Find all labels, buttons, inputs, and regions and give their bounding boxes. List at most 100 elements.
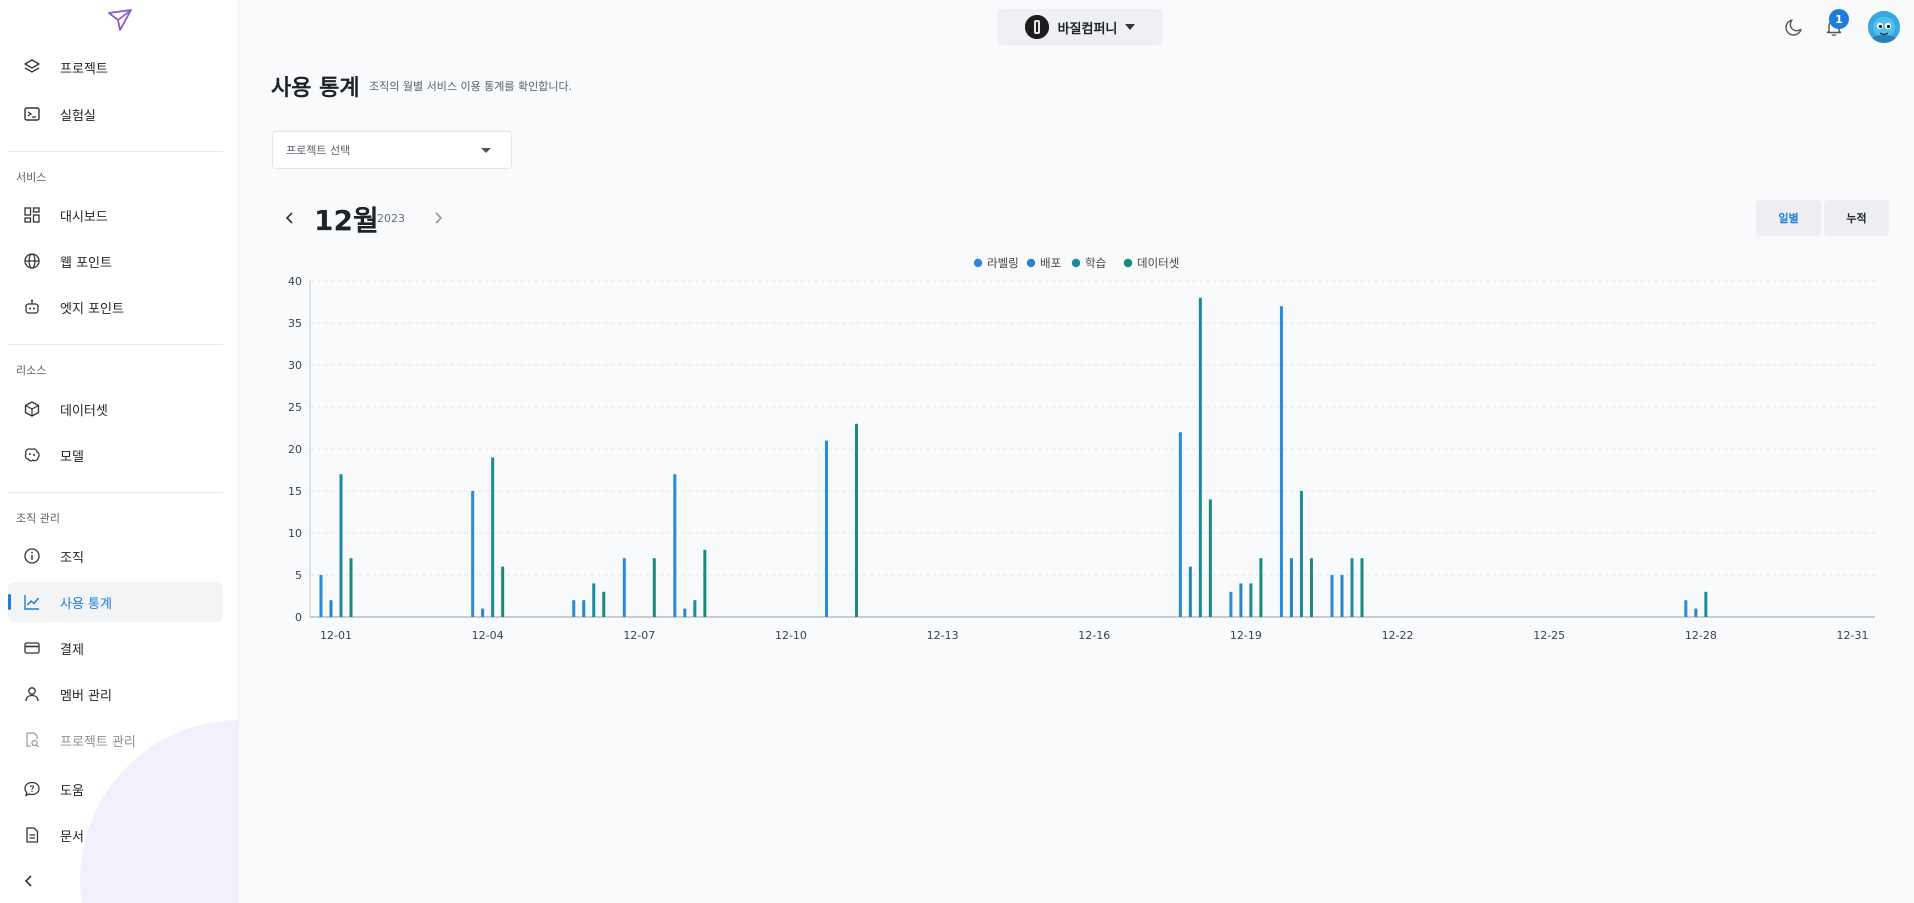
robot-icon [22, 297, 42, 317]
bar [1299, 491, 1303, 617]
x-tick-label: 12-25 [1533, 629, 1565, 642]
page-title: 사용 통계 [271, 76, 360, 101]
section-title-resource: 리소스 [16, 364, 47, 377]
sidebar-item-label: 사용 통계 [60, 596, 112, 612]
org-avatar [1024, 15, 1049, 39]
sidebar-item-docs[interactable]: 문서 [8, 815, 223, 855]
x-tick-label: 12-10 [775, 629, 807, 642]
bar [592, 583, 596, 617]
project-select-placeholder: 프로젝트 선택 [286, 144, 351, 157]
bar [582, 600, 586, 617]
x-tick-label: 12-31 [1837, 629, 1869, 642]
sidebar-item-organization[interactable]: 조직 [8, 536, 223, 576]
usage-bar-chart: 0 5 10 15 20 25 30 35 40 12-01 12-04 12-07 12-10 12-1… [288, 256, 1875, 642]
bar [481, 608, 485, 617]
chevron-left-icon [285, 212, 293, 224]
y-tick-label: 10 [288, 527, 302, 540]
bar [693, 600, 697, 617]
y-tick-label: 20 [288, 443, 302, 456]
prev-month-button[interactable] [281, 206, 299, 230]
y-tick-label: 0 [295, 611, 302, 624]
sidebar-divider [8, 151, 223, 152]
x-tick-label: 12-28 [1685, 629, 1717, 642]
info-icon [22, 546, 42, 566]
legend-marker [1071, 258, 1081, 268]
next-month-button[interactable] [429, 206, 447, 230]
bar [1239, 583, 1243, 617]
current-year: 2023 [377, 212, 405, 225]
sidebar-item-label: 웹 포인트 [60, 255, 112, 271]
y-tick-label: 40 [288, 275, 302, 288]
sidebar-item-label: 도움 [60, 783, 84, 799]
bar [1249, 583, 1253, 617]
bar [1289, 558, 1293, 617]
sidebar-item-usage-stats[interactable]: 사용 통계 [8, 582, 223, 622]
bar [673, 474, 677, 617]
bar [1198, 297, 1202, 617]
y-tick-label: 25 [288, 401, 302, 414]
globe-icon [22, 251, 42, 271]
sidebar-item-projects[interactable]: 프로젝트 [8, 47, 223, 87]
sidebar-item-label: 대시보드 [60, 209, 108, 225]
sidebar-item-dataset[interactable]: 데이터셋 [8, 389, 223, 429]
bar [1694, 608, 1698, 617]
credit-card-icon [22, 638, 42, 658]
bar [349, 558, 353, 617]
bar [602, 591, 606, 617]
sidebar-item-label: 결제 [60, 642, 84, 658]
chevron-left-icon[interactable] [20, 872, 38, 890]
legend-label: 학습 [1085, 256, 1106, 270]
sidebar-item-label: 엣지 포인트 [60, 301, 124, 317]
bar [703, 549, 707, 617]
bar [329, 600, 333, 617]
chevron-right-icon [435, 212, 443, 224]
terminal-icon [22, 104, 42, 124]
y-tick-label: 15 [288, 485, 302, 498]
sidebar-item-help[interactable]: 도움 [8, 769, 223, 809]
legend-marker [1123, 258, 1133, 268]
current-month: 12월 [314, 204, 379, 237]
bar [1208, 499, 1212, 617]
sidebar-item-web-point[interactable]: 웹 포인트 [8, 241, 223, 281]
sidebar-item-project-management[interactable]: 프로젝트 관리 [8, 720, 223, 760]
x-tick-label: 12-22 [1382, 629, 1414, 642]
caret-down-icon [481, 148, 491, 153]
sidebar-item-edge-point[interactable]: 엣지 포인트 [8, 287, 223, 327]
moon-icon[interactable] [1783, 16, 1805, 38]
bar [471, 491, 475, 617]
dashboard-icon [22, 205, 42, 225]
sidebar-item-billing[interactable]: 결제 [8, 628, 223, 668]
bar [491, 457, 495, 617]
logo-icon[interactable] [107, 8, 133, 32]
org-name: 바질컴퍼니 [1057, 21, 1118, 37]
sidebar-item-lab[interactable]: 실험실 [8, 94, 223, 134]
legend-label: 배포 [1040, 256, 1061, 270]
x-tick-label: 12-04 [472, 629, 504, 642]
sidebar-item-label: 프로젝트 관리 [60, 734, 136, 750]
sidebar-item-label: 모델 [60, 449, 84, 465]
brain-icon [22, 445, 42, 465]
x-tick-label: 12-16 [1078, 629, 1110, 642]
bar [1279, 306, 1283, 617]
bar [1188, 566, 1192, 617]
page-subtitle: 조직의 월별 서비스 이용 통계를 확인합니다. [369, 80, 573, 93]
org-switcher-button[interactable]: 바질컴퍼니 [997, 9, 1163, 45]
sidebar: 프로젝트 실험실 서비스 대시보드 웹 포인트 엣지 포인트 리소스 데이터셋 … [0, 0, 239, 903]
daily-toggle-button[interactable]: 일별 [1756, 200, 1821, 236]
y-tick-label: 5 [295, 569, 302, 582]
sidebar-item-model[interactable]: 모델 [8, 435, 223, 475]
sidebar-item-label: 문서 [60, 829, 84, 845]
search-doc-icon [22, 730, 42, 750]
cumulative-toggle-button[interactable]: 누적 [1824, 200, 1889, 236]
bar [1704, 591, 1708, 617]
bar [501, 566, 505, 617]
sidebar-item-members[interactable]: 멤버 관리 [8, 674, 223, 714]
user-avatar[interactable] [1868, 11, 1900, 43]
y-tick-label: 35 [288, 317, 302, 330]
project-select[interactable]: 프로젝트 선택 [272, 131, 512, 169]
x-tick-label: 12-01 [320, 629, 352, 642]
bar [1309, 558, 1313, 617]
legend-marker [973, 258, 983, 268]
chat-icon [22, 779, 42, 799]
sidebar-item-dashboard[interactable]: 대시보드 [8, 195, 223, 235]
